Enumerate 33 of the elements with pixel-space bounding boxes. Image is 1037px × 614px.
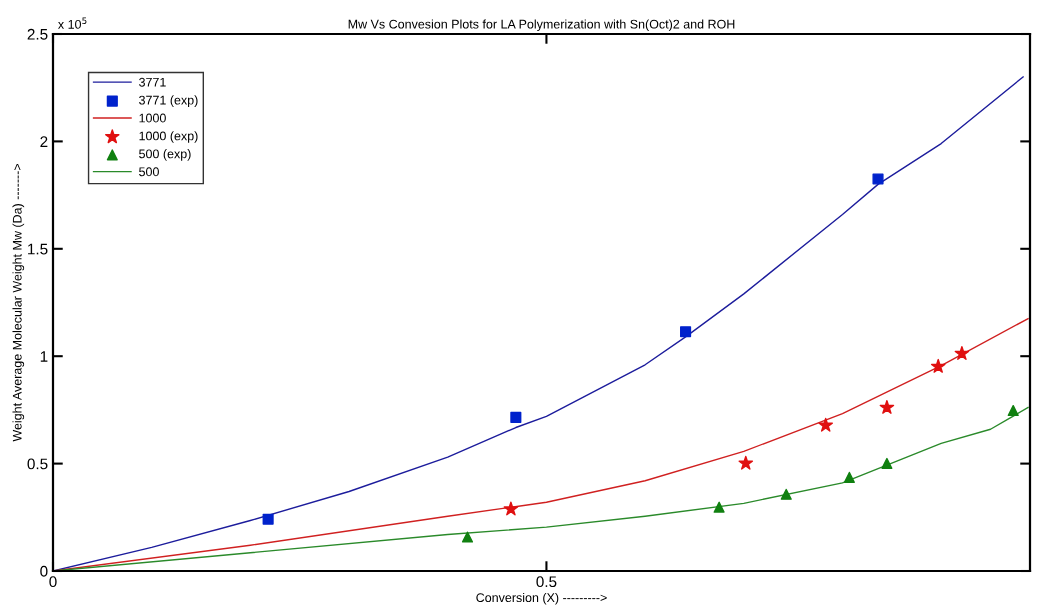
point <box>818 417 834 432</box>
legend-label: 1000 <box>139 113 166 123</box>
y-tick-label: 2 <box>40 136 48 147</box>
legend-label: 1000 (exp) <box>139 131 198 143</box>
point <box>954 345 970 360</box>
point <box>843 471 855 483</box>
point <box>1007 404 1019 417</box>
x-axis-title: Conversion (X) ---------> <box>476 592 607 605</box>
point <box>503 501 519 516</box>
point <box>262 513 274 525</box>
y-tick-label: 1 <box>40 351 48 362</box>
y-tick-label: 1.5 <box>28 243 48 255</box>
legend-label: 500 <box>139 167 159 177</box>
point <box>461 531 474 543</box>
legend-label: 500 (exp) <box>139 149 191 161</box>
y-tick-label: 2.5 <box>27 28 48 40</box>
line-series <box>53 76 1024 571</box>
y-axis-title: Weight Average Molecular Weight Mw (Da) -------> <box>12 163 25 442</box>
point <box>680 326 692 338</box>
point <box>738 455 754 470</box>
point <box>881 457 893 469</box>
text: x 10$^{5}$ <box>58 17 87 29</box>
point <box>713 501 725 513</box>
point <box>780 488 792 500</box>
point <box>872 173 884 185</box>
y-tick-label: 0 <box>40 565 48 577</box>
point <box>879 399 895 414</box>
chart-title: Mw Vs Convesion Plots for LA Polymerization with Sn(Oct)2 and ROH <box>348 19 735 32</box>
point <box>930 358 946 373</box>
legend-label: 3771 (exp) <box>139 95 198 108</box>
point <box>510 411 522 423</box>
legend-label: 3771 <box>139 77 166 87</box>
y-tick-label: 0.5 <box>27 458 48 470</box>
